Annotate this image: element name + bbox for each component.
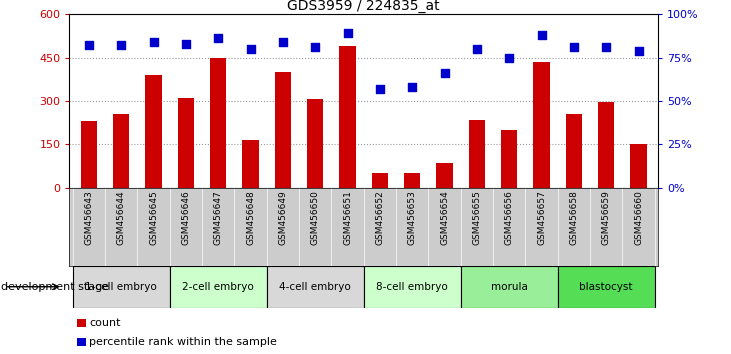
Text: GSM456660: GSM456660	[634, 190, 643, 245]
Bar	[178, 98, 194, 188]
Bar	[339, 46, 355, 188]
Bar	[80, 121, 97, 188]
Point	[83, 42, 95, 48]
Text: development stage: development stage	[1, 282, 110, 292]
Point	[568, 44, 580, 50]
Bar	[566, 114, 582, 188]
Bar	[630, 144, 647, 188]
Bar	[404, 173, 420, 188]
Bar	[363, 266, 461, 308]
Bar	[372, 173, 388, 188]
Text: 8-cell embryo: 8-cell embryo	[376, 282, 448, 292]
Text: GSM456643: GSM456643	[84, 190, 94, 245]
Text: GSM456655: GSM456655	[472, 190, 481, 245]
Text: GSM456653: GSM456653	[408, 190, 417, 245]
Point	[245, 46, 257, 52]
Bar	[170, 266, 267, 308]
Bar	[267, 266, 363, 308]
Text: GSM456647: GSM456647	[213, 190, 223, 245]
Text: GSM456659: GSM456659	[602, 190, 610, 245]
Text: GSM456646: GSM456646	[181, 190, 190, 245]
Text: 1-cell embryo: 1-cell embryo	[86, 282, 157, 292]
Bar	[243, 140, 259, 188]
Bar	[598, 102, 614, 188]
Point	[309, 44, 321, 50]
Point	[115, 42, 127, 48]
Text: percentile rank within the sample: percentile rank within the sample	[89, 337, 277, 347]
Text: GSM456652: GSM456652	[375, 190, 385, 245]
Point	[374, 86, 386, 92]
Bar	[558, 266, 655, 308]
Text: GSM456648: GSM456648	[246, 190, 255, 245]
Point	[277, 39, 289, 45]
Text: GSM456645: GSM456645	[149, 190, 158, 245]
Text: GSM456649: GSM456649	[279, 190, 287, 245]
Bar	[145, 75, 162, 188]
Text: blastocyst: blastocyst	[580, 282, 633, 292]
Text: count: count	[89, 318, 121, 328]
Bar	[436, 163, 452, 188]
Text: morula: morula	[491, 282, 528, 292]
Bar	[461, 266, 558, 308]
Point	[632, 48, 644, 53]
Point	[341, 30, 353, 36]
Point	[180, 41, 192, 46]
Point	[439, 70, 450, 76]
Point	[471, 46, 482, 52]
Text: 2-cell embryo: 2-cell embryo	[182, 282, 254, 292]
Bar	[501, 130, 518, 188]
Point	[600, 44, 612, 50]
Text: GSM456651: GSM456651	[343, 190, 352, 245]
Text: GSM456654: GSM456654	[440, 190, 449, 245]
Text: 4-cell embryo: 4-cell embryo	[279, 282, 351, 292]
Title: GDS3959 / 224835_at: GDS3959 / 224835_at	[287, 0, 440, 13]
Point	[148, 39, 159, 45]
Bar	[307, 99, 323, 188]
Bar	[113, 114, 129, 188]
Bar	[275, 72, 291, 188]
Bar	[534, 62, 550, 188]
Text: GSM456644: GSM456644	[117, 190, 126, 245]
Bar	[210, 57, 227, 188]
Text: GSM456650: GSM456650	[311, 190, 319, 245]
Point	[504, 55, 515, 60]
Point	[406, 84, 418, 90]
Text: GSM456658: GSM456658	[569, 190, 578, 245]
Point	[536, 32, 548, 38]
Point	[212, 36, 224, 41]
Bar	[72, 266, 170, 308]
Bar	[469, 120, 485, 188]
Text: GSM456656: GSM456656	[504, 190, 514, 245]
Text: GSM456657: GSM456657	[537, 190, 546, 245]
